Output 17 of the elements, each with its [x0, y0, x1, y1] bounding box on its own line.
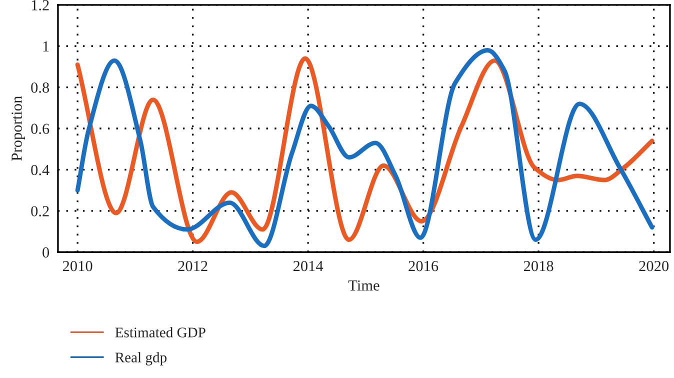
x-tick-label: 2018: [524, 260, 554, 272]
y-tick-label: 0.2: [31, 206, 49, 216]
x-tick-label: 2010: [62, 260, 92, 272]
legend-label: Estimated GDP: [115, 327, 206, 338]
y-tick-label: 0.4: [31, 164, 50, 176]
y-tick-label: 1: [43, 41, 49, 52]
x-tick-label: 2020: [639, 260, 669, 272]
x-tick-label: 2012: [178, 260, 208, 272]
y-axis-title: Proportion: [12, 96, 25, 161]
y-tick-label: 0.8: [31, 82, 50, 93]
x-tick-label: 2014: [293, 260, 324, 272]
y-tick-label: 0.6: [31, 124, 50, 134]
x-tick-label: 2016: [408, 260, 438, 272]
y-tick-label: 1.2: [32, 0, 49, 10]
legend-label: Real gdp: [115, 352, 167, 366]
x-axis-title: Time: [348, 280, 380, 291]
y-tick-label: 0: [42, 247, 50, 258]
